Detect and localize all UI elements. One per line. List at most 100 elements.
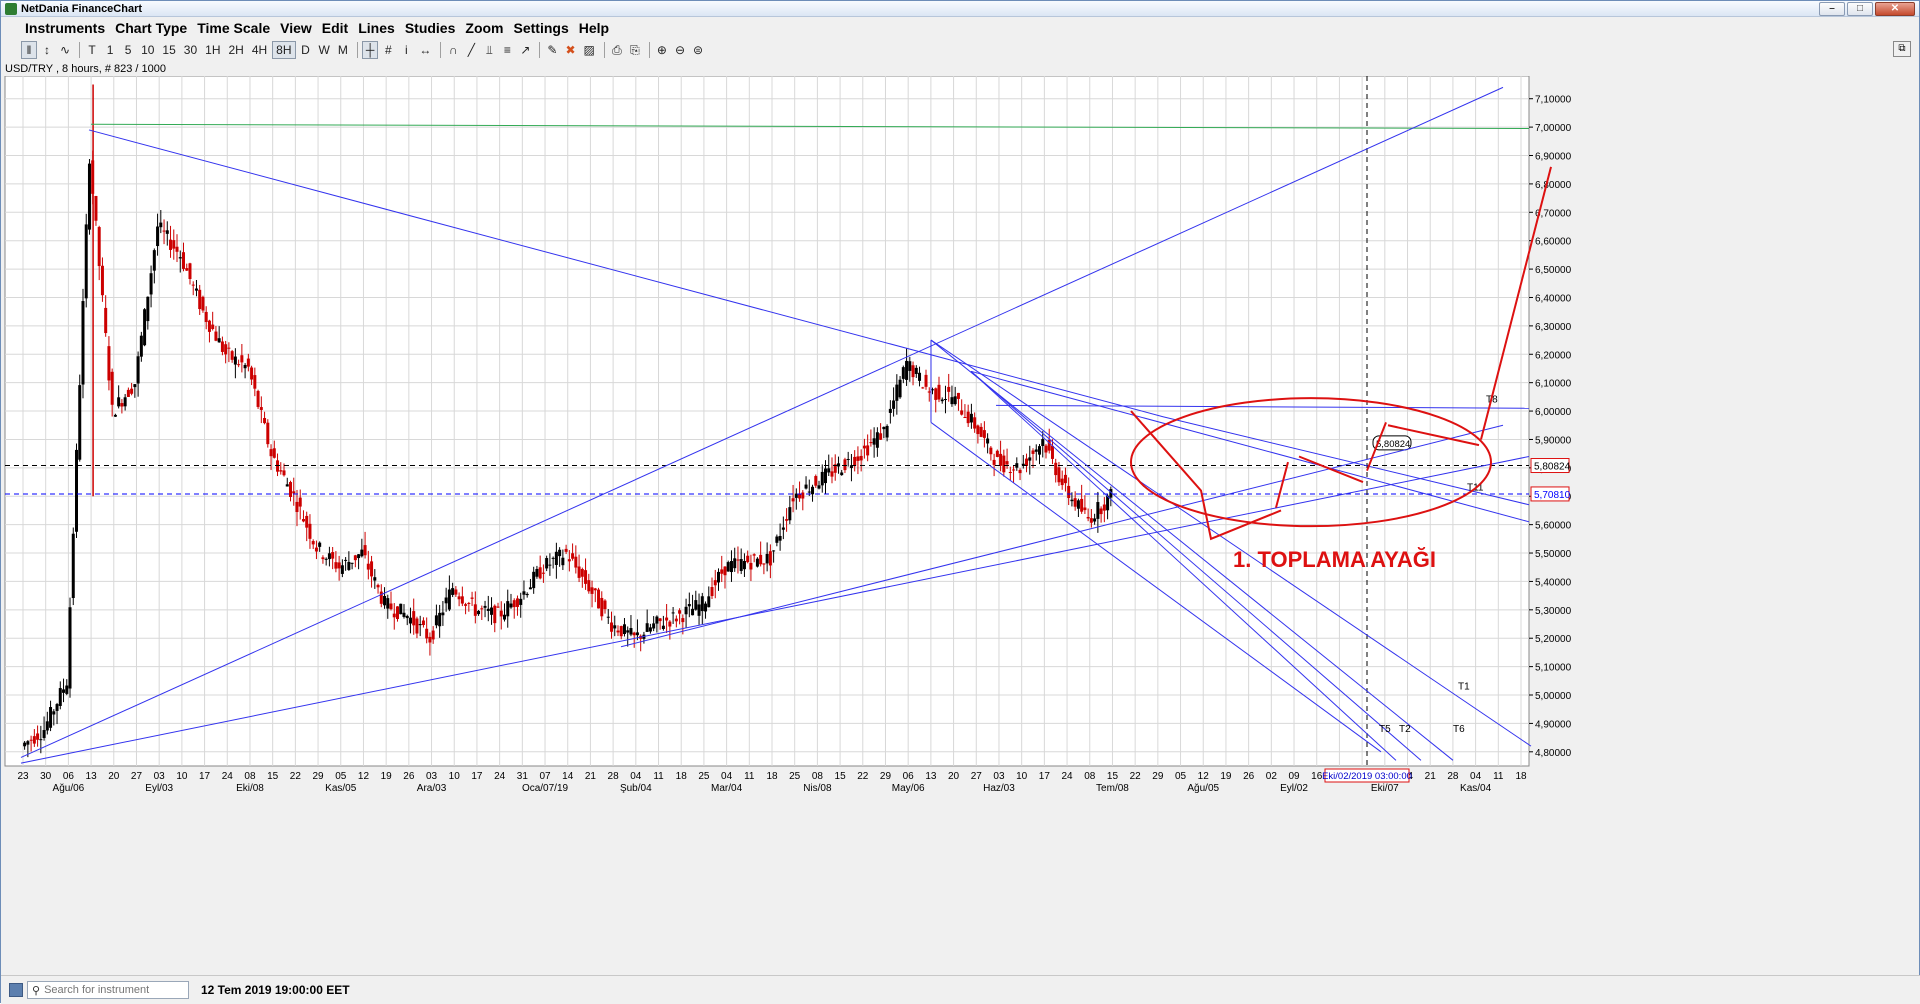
timeframe-w-button[interactable]: W	[318, 43, 330, 57]
candle-body	[807, 491, 811, 493]
candle-body	[759, 554, 763, 565]
fork-icon[interactable]: ⫫	[485, 42, 493, 57]
candle-body	[353, 555, 357, 561]
candle-body	[862, 445, 866, 449]
menu-help[interactable]: Help	[578, 20, 610, 36]
x-month-label: Oca/07/19	[522, 783, 569, 794]
menu-studies[interactable]: Studies	[404, 20, 456, 36]
magnet-icon[interactable]: ∩	[449, 43, 458, 57]
x-tick-label: 05	[335, 771, 347, 782]
timeframe-30-button[interactable]: 30	[183, 43, 198, 57]
search-input[interactable]	[44, 984, 175, 996]
candle-body	[1063, 474, 1067, 484]
arrow-icon[interactable]: ↗	[520, 43, 531, 57]
trendline-up-steep	[20, 86, 1504, 758]
trendline-icon[interactable]: ╱	[467, 43, 475, 57]
pan-icon[interactable]: ↔	[419, 43, 432, 57]
chart-area[interactable]: 7,10000 7,00000 6,90000 6,80000 6,70000 6,600…	[1, 75, 1920, 976]
detach-window-icon[interactable]: ⧉	[1893, 41, 1911, 57]
candle-body	[733, 558, 737, 569]
minimize-button[interactable]: –	[1819, 2, 1845, 16]
candle-body	[467, 603, 471, 605]
price-chart[interactable]: 7,10000 7,00000 6,90000 6,80000 6,70000 6,600…	[1, 75, 1920, 976]
maximize-button[interactable]: □	[1847, 2, 1873, 16]
candle-body	[308, 523, 312, 539]
candle-body	[26, 741, 30, 745]
candle-body	[120, 403, 124, 407]
candle-body	[133, 384, 137, 388]
bar-chart-icon[interactable]: ‖	[21, 41, 37, 59]
candle-body	[100, 265, 104, 296]
zoom-reset-icon[interactable]: ⊜	[693, 43, 704, 57]
menu-zoom[interactable]: Zoom	[465, 20, 504, 36]
menu-lines[interactable]: Lines	[358, 20, 395, 36]
y-tick-label: 5,50000	[1535, 549, 1572, 560]
candle-body	[230, 351, 234, 360]
annotation-path-6	[1480, 166, 1552, 440]
print-icon[interactable]: ⎙	[612, 42, 622, 57]
x-tick-label: 12	[358, 771, 370, 782]
fibonacci-icon[interactable]: ≡	[503, 43, 511, 57]
trendline-T2	[970, 370, 1422, 761]
x-tick-label: 20	[948, 771, 960, 782]
menu-view[interactable]: View	[280, 20, 312, 36]
timeframe-2h-button[interactable]: 2H	[228, 43, 244, 57]
candle-body	[768, 551, 772, 566]
x-tick-label: 25	[789, 771, 801, 782]
timeframe-5-button[interactable]: 5	[124, 43, 132, 57]
candle-body	[415, 618, 419, 634]
candle-body	[606, 616, 610, 618]
candle-body	[366, 563, 370, 570]
candle-body	[1070, 499, 1074, 502]
line-chart-icon[interactable]: ∿	[60, 43, 71, 57]
menu-instruments[interactable]: Instruments	[25, 20, 106, 36]
timeframe-1-button[interactable]: 1	[106, 43, 114, 57]
close-button[interactable]: ✕	[1875, 2, 1915, 16]
candle-body	[775, 536, 779, 543]
timeframe-1h-button[interactable]: 1H	[205, 43, 221, 57]
instrument-search[interactable]: ⚲	[27, 981, 189, 999]
timeframe-4h-button[interactable]: 4H	[251, 43, 268, 57]
menu-settings[interactable]: Settings	[513, 20, 569, 36]
candle-body	[1086, 516, 1090, 519]
pencil-icon[interactable]: ✎	[547, 43, 558, 57]
timeframe-8h-button[interactable]: 8H	[272, 41, 296, 59]
candle-body	[1002, 455, 1006, 473]
info-cursor-icon[interactable]: i	[405, 43, 408, 57]
candle-body	[574, 556, 578, 568]
candle-body	[535, 568, 539, 577]
candle-body	[107, 346, 111, 381]
menu-chart-type[interactable]: Chart Type	[115, 20, 188, 36]
candle-body	[652, 623, 656, 629]
candlestick-icon[interactable]: ↕	[44, 43, 50, 57]
menu-time-scale[interactable]: Time Scale	[197, 20, 271, 36]
zoom-out-icon[interactable]: ⊖	[674, 43, 686, 57]
x-tick-label: 29	[312, 771, 324, 782]
candle-body	[947, 386, 951, 392]
zoom-in-icon[interactable]: ⊕	[656, 43, 667, 57]
timeframe-t-button[interactable]: T	[88, 43, 96, 57]
grid-icon[interactable]: #	[385, 43, 392, 57]
x-month-label: Haz/03	[983, 783, 1015, 794]
delete-icon[interactable]: ✖	[565, 43, 576, 57]
candle-body	[42, 730, 46, 738]
print-preview-icon[interactable]: ⎘	[630, 42, 640, 57]
crosshair-icon[interactable]: ┼	[361, 41, 379, 59]
candle-body	[357, 554, 361, 559]
candle-body	[956, 392, 960, 399]
candle-body	[875, 432, 879, 448]
candle-body	[220, 341, 224, 352]
toolbar-separator	[440, 42, 442, 58]
menu-edit[interactable]: Edit	[321, 20, 349, 36]
x-tick-label: 15	[267, 771, 279, 782]
timeframe-d-button[interactable]: D	[301, 43, 310, 57]
candle-body	[376, 584, 380, 588]
color-icon[interactable]: ▨	[583, 43, 595, 57]
y-tick-label: 6,20000	[1535, 350, 1572, 361]
candle-body	[318, 542, 322, 547]
candle-body	[678, 610, 682, 614]
instrument-list-icon[interactable]	[9, 983, 23, 997]
timeframe-10-button[interactable]: 10	[141, 43, 155, 57]
timeframe-m-button[interactable]: M	[337, 43, 348, 57]
timeframe-15-button[interactable]: 15	[162, 43, 176, 57]
